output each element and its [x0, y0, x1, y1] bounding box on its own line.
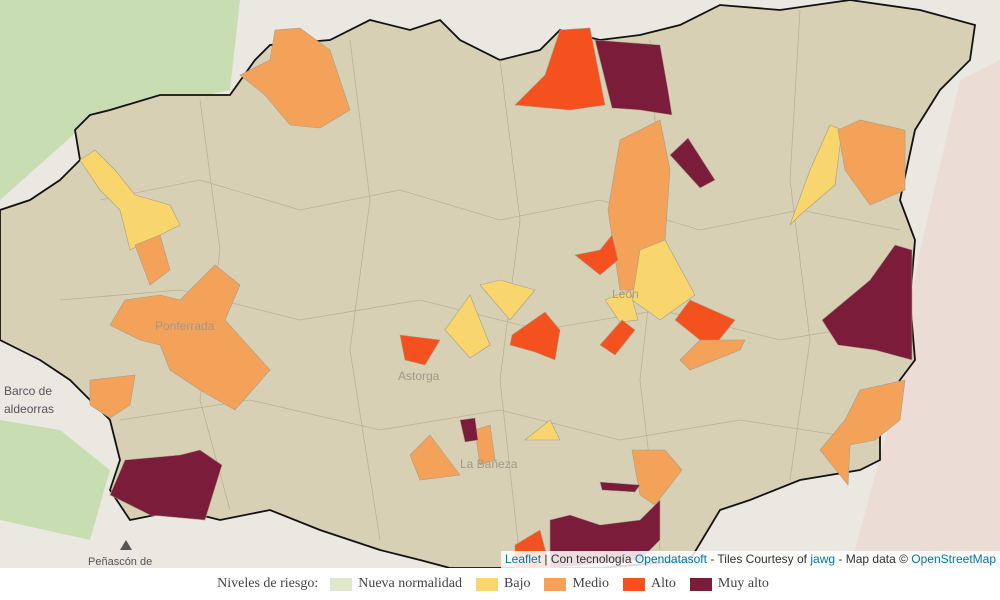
link[interactable]: jawg [810, 552, 836, 566]
link[interactable]: Opendatasoft [634, 552, 707, 566]
place-label: León [612, 287, 639, 301]
legend-label: Nueva normalidad [358, 576, 463, 591]
legend-item: Alto [623, 576, 676, 592]
legend-title: Niveles de riesgo: [217, 576, 319, 591]
legend-label: Bajo [504, 576, 531, 591]
place-label: La Bañeza [460, 457, 518, 471]
pink-area [850, 60, 1000, 568]
link[interactable]: Leaflet [505, 552, 542, 566]
place-label: Astorga [398, 369, 440, 383]
legend-label: Muy alto [717, 576, 769, 591]
legend-item: Muy alto [689, 576, 769, 592]
attribution: Leaflet | Con tecnología Opendatasoft - … [501, 551, 1000, 568]
legend-item: Medio [544, 576, 609, 592]
forest-area [0, 0, 240, 200]
text: | Con tecnología [544, 552, 632, 566]
map: Barco de aldeorras Ponferrada Astorga La… [0, 0, 1000, 568]
legend-swatch [689, 577, 712, 591]
text: - Map data © [838, 552, 908, 566]
legend: Niveles de riesgo: Nueva normalidad Bajo M… [0, 568, 1000, 600]
legend-swatch [623, 577, 646, 591]
forest-area [0, 420, 110, 540]
place-label: aldeorras [4, 402, 54, 416]
link[interactable]: OpenStreetMap [911, 552, 996, 566]
legend-item: Bajo [476, 576, 530, 592]
place-label: Peñascón de [88, 556, 152, 568]
legend-item: Nueva normalidad [330, 576, 462, 592]
peak-icon [120, 540, 132, 550]
place-label: Ponferrada [155, 319, 215, 333]
legend-swatch [476, 577, 499, 591]
text: - Tiles Courtesy of [710, 552, 808, 566]
legend-swatch [330, 577, 353, 591]
legend-swatch [544, 577, 567, 591]
legend-label: Alto [651, 576, 676, 591]
place-label: Barco de [4, 384, 52, 398]
legend-label: Medio [572, 576, 610, 591]
